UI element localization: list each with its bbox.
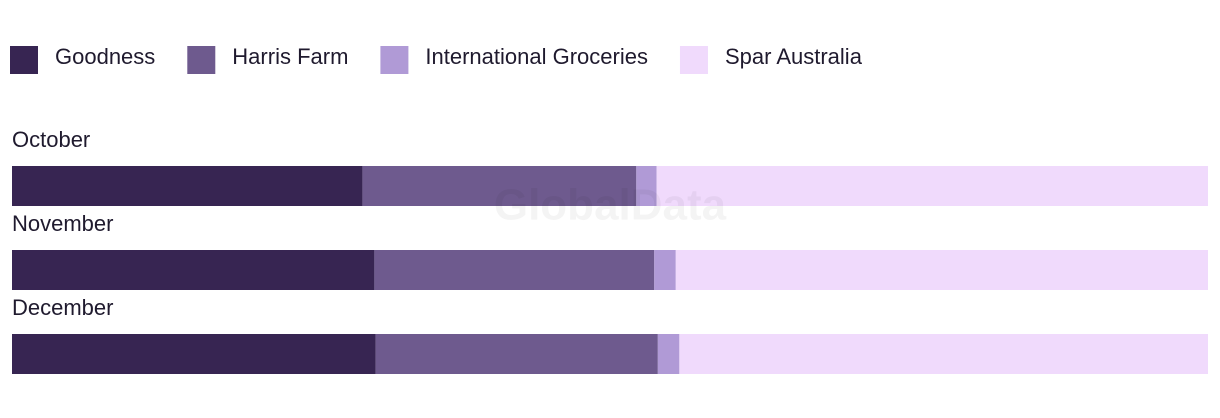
legend-swatch xyxy=(187,46,216,74)
bar-segment xyxy=(675,250,1208,290)
bar-segment xyxy=(657,334,680,374)
bar-segment xyxy=(12,166,363,206)
legend-swatch xyxy=(10,46,38,74)
legend-swatch xyxy=(380,46,409,74)
bar-segment xyxy=(362,166,637,206)
bar-segment xyxy=(374,250,655,290)
legend-label: Spar Australia xyxy=(725,44,863,69)
watermark: GlobalData xyxy=(494,181,727,230)
category-label: October xyxy=(12,127,90,152)
legend-label: Harris Farm xyxy=(232,44,348,69)
category-label: November xyxy=(12,211,113,236)
bar-segment xyxy=(12,334,376,374)
plot xyxy=(12,166,1208,374)
legend-swatch xyxy=(679,46,708,74)
legend-label: International Groceries xyxy=(425,44,648,69)
legend-label: Goodness xyxy=(55,44,155,69)
bar-segment xyxy=(636,166,657,206)
bar-segment xyxy=(12,250,375,290)
bar-segment xyxy=(656,166,1208,206)
bar-segment xyxy=(654,250,676,290)
bar-segment xyxy=(679,334,1208,374)
category-label: December xyxy=(12,295,113,320)
bar-segment xyxy=(375,334,658,374)
